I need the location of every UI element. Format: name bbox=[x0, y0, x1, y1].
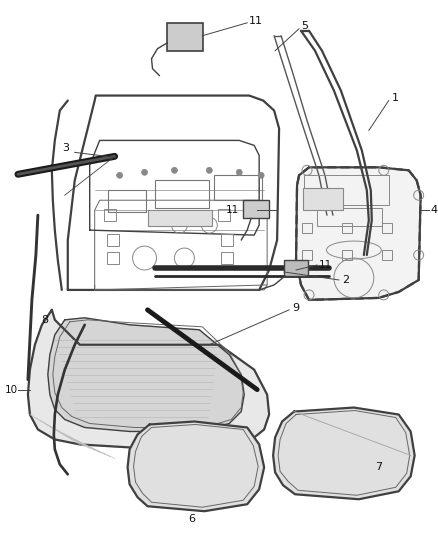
Bar bbox=[221, 252, 233, 264]
Bar bbox=[284, 260, 308, 276]
Bar bbox=[382, 223, 392, 233]
Polygon shape bbox=[127, 422, 264, 511]
Text: 8: 8 bbox=[41, 315, 49, 325]
Bar bbox=[243, 200, 269, 218]
Bar bbox=[317, 208, 382, 226]
Bar bbox=[218, 209, 230, 221]
Bar bbox=[107, 234, 119, 246]
Bar bbox=[167, 23, 203, 51]
Bar bbox=[148, 210, 212, 226]
Bar bbox=[155, 180, 209, 208]
Bar bbox=[302, 223, 312, 233]
Bar bbox=[104, 209, 116, 221]
Text: 1: 1 bbox=[392, 93, 399, 102]
Bar bbox=[303, 188, 343, 210]
Polygon shape bbox=[28, 310, 269, 447]
Circle shape bbox=[236, 169, 242, 175]
Bar bbox=[342, 250, 352, 260]
Bar bbox=[382, 250, 392, 260]
Text: 9: 9 bbox=[292, 303, 299, 313]
Polygon shape bbox=[273, 408, 415, 499]
Text: 3: 3 bbox=[62, 143, 69, 154]
Circle shape bbox=[141, 169, 148, 175]
Text: 5: 5 bbox=[301, 21, 308, 31]
Bar bbox=[107, 252, 119, 264]
Text: 2: 2 bbox=[342, 275, 349, 285]
Circle shape bbox=[206, 167, 212, 173]
Polygon shape bbox=[296, 167, 420, 300]
Bar bbox=[302, 250, 312, 260]
Bar bbox=[221, 234, 233, 246]
Text: 4: 4 bbox=[431, 205, 438, 215]
Text: 11: 11 bbox=[249, 16, 263, 26]
Bar bbox=[342, 223, 352, 233]
Text: 11: 11 bbox=[226, 205, 239, 215]
Circle shape bbox=[171, 167, 177, 173]
Text: 6: 6 bbox=[188, 514, 195, 524]
Bar bbox=[108, 190, 145, 212]
Text: 10: 10 bbox=[5, 385, 18, 394]
Text: 7: 7 bbox=[375, 462, 382, 472]
Bar bbox=[214, 175, 262, 200]
Circle shape bbox=[117, 172, 123, 178]
Bar bbox=[304, 175, 389, 205]
Text: 11: 11 bbox=[319, 260, 332, 270]
Polygon shape bbox=[48, 318, 244, 432]
Circle shape bbox=[258, 172, 264, 178]
